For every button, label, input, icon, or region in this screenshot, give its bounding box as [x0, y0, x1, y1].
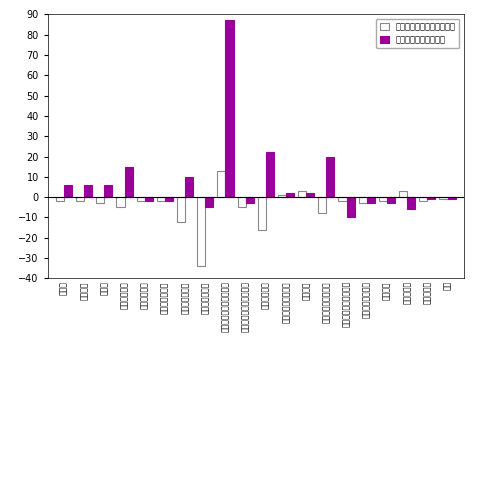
Bar: [419, 197, 427, 201]
Bar: [217, 171, 226, 197]
Bar: [124, 167, 132, 197]
Bar: [246, 197, 254, 203]
Bar: [306, 193, 314, 197]
Bar: [177, 197, 185, 222]
Bar: [56, 197, 64, 201]
Bar: [238, 197, 246, 207]
Bar: [278, 195, 286, 197]
Bar: [326, 156, 335, 197]
Bar: [338, 197, 347, 201]
Bar: [157, 197, 165, 201]
Bar: [137, 197, 145, 201]
Bar: [367, 197, 375, 203]
Bar: [358, 197, 367, 203]
Bar: [379, 197, 387, 201]
Bar: [76, 197, 84, 201]
Bar: [387, 197, 395, 203]
Bar: [266, 153, 274, 197]
Bar: [205, 197, 213, 207]
Bar: [447, 197, 456, 199]
Legend: 前月比（季節調整済指数）, 前年同月比（原指数）: 前月比（季節調整済指数）, 前年同月比（原指数）: [376, 19, 459, 48]
Bar: [258, 197, 266, 229]
Bar: [407, 197, 415, 209]
Bar: [399, 191, 407, 197]
Bar: [84, 185, 92, 197]
Bar: [427, 197, 435, 199]
Bar: [226, 21, 234, 197]
Bar: [145, 197, 153, 201]
Bar: [439, 197, 447, 199]
Bar: [165, 197, 173, 201]
Bar: [197, 197, 205, 266]
Bar: [64, 185, 72, 197]
Bar: [104, 185, 112, 197]
Bar: [96, 197, 104, 203]
Bar: [117, 197, 124, 207]
Bar: [318, 197, 326, 214]
Bar: [286, 193, 294, 197]
Bar: [185, 177, 193, 197]
Bar: [298, 191, 306, 197]
Bar: [347, 197, 355, 217]
